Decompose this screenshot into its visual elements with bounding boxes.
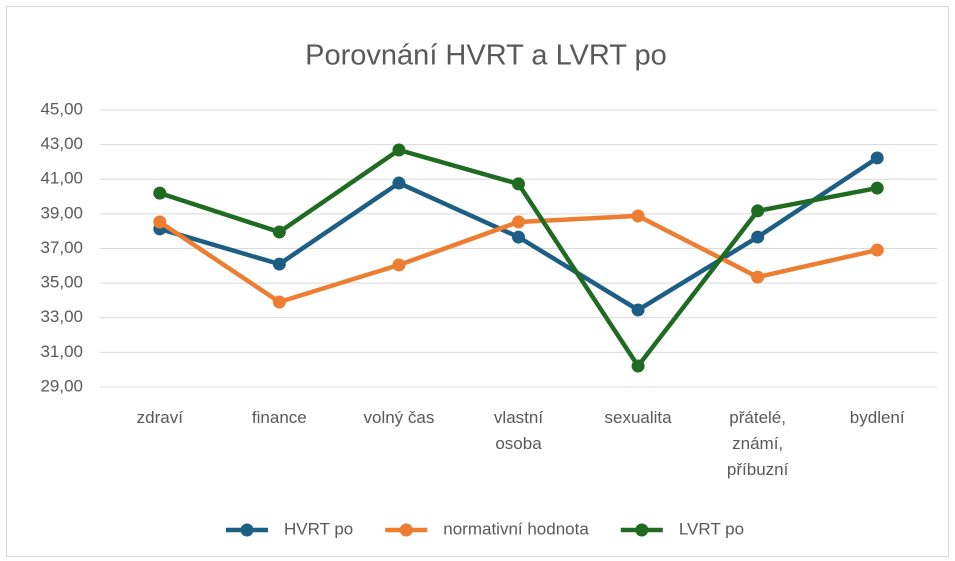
data-point — [153, 186, 167, 200]
data-point — [870, 181, 884, 195]
y-tick-label: 31,00 — [40, 342, 83, 361]
x-tick-label: finance — [251, 408, 307, 427]
chart-title: Porovnání HVRT a LVRT po — [305, 40, 667, 72]
x-tick-label: volný čas — [363, 408, 435, 427]
y-tick-label: 37,00 — [40, 238, 83, 257]
y-tick-label: 43,00 — [40, 134, 83, 153]
y-tick-label: 41,00 — [40, 169, 83, 188]
data-point — [512, 177, 525, 191]
x-tick-label: vlastní osoba — [493, 408, 544, 453]
data-point — [870, 151, 884, 165]
legend-item: HVRT po — [225, 519, 353, 538]
data-point — [392, 176, 406, 190]
data-point — [751, 270, 765, 284]
x-tick-label: přátelé, známí, příbuzní — [726, 408, 789, 479]
x-tick-label: bydlení — [849, 408, 905, 427]
data-point — [392, 258, 406, 272]
legend-item: LVRT po — [620, 519, 744, 538]
data-point — [631, 303, 645, 317]
data-point — [870, 243, 884, 257]
data-point — [751, 230, 765, 244]
data-point — [631, 359, 645, 373]
y-tick-label: 33,00 — [40, 307, 83, 326]
legend-label: HVRT po — [284, 519, 353, 538]
y-tick-label: 35,00 — [40, 273, 83, 292]
legend-label: normativní hodnota — [443, 519, 589, 538]
legend-label: LVRT po — [679, 519, 744, 538]
data-point — [272, 257, 286, 271]
data-point — [272, 295, 286, 309]
legend-marker — [399, 523, 413, 537]
legend-item: normativní hodnota — [385, 519, 589, 538]
y-tick-label: 29,00 — [40, 376, 83, 395]
data-point — [512, 230, 525, 244]
data-point — [272, 225, 286, 239]
y-tick-label: 39,00 — [40, 203, 83, 222]
y-tick-label: 45,00 — [40, 99, 83, 118]
x-tick-label: sexualita — [604, 408, 672, 427]
legend-marker — [635, 523, 649, 537]
data-point — [512, 215, 525, 229]
data-point — [631, 209, 645, 223]
chart-border — [6, 6, 949, 557]
data-point — [392, 143, 406, 157]
data-point — [751, 204, 765, 218]
x-tick-label: zdraví — [136, 408, 183, 427]
data-point — [153, 215, 167, 229]
legend-marker — [240, 523, 254, 537]
